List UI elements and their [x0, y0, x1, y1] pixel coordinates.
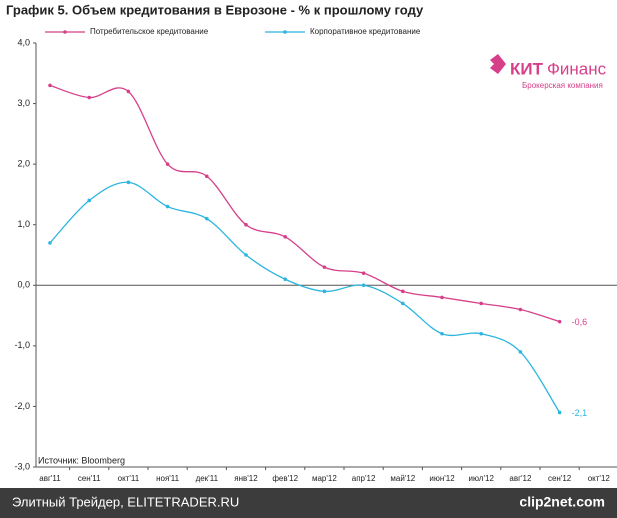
- data-point: [322, 289, 327, 294]
- data-point: [479, 331, 484, 336]
- data-point: [244, 222, 248, 227]
- x-tick-label: авг'11: [39, 474, 61, 483]
- data-point: [244, 253, 248, 257]
- legend-label: Корпоративное кредитование: [310, 27, 421, 36]
- data-point: [126, 89, 131, 94]
- footer-left: Элитный Трейдер, ELITETRADER.RU: [12, 494, 239, 509]
- chart-title: График 5. Объем кредитования в Еврозоне …: [6, 2, 424, 17]
- data-point: [165, 204, 170, 209]
- y-tick-label: -2,0: [14, 401, 30, 411]
- legend-marker: [63, 30, 67, 34]
- data-point: [440, 331, 444, 336]
- data-point: [48, 241, 52, 245]
- x-tick-label: май'12: [390, 474, 415, 483]
- data-point: [126, 180, 131, 185]
- data-point: [361, 271, 366, 275]
- y-tick-label: 2,0: [17, 159, 30, 169]
- data-point: [322, 265, 327, 269]
- data-point: [440, 295, 444, 300]
- data-point: [205, 216, 209, 221]
- data-point: [283, 277, 288, 282]
- y-tick-label: 0,0: [17, 280, 30, 290]
- data-point: [283, 235, 288, 239]
- data-point: [401, 289, 405, 294]
- x-tick-label: дек'11: [196, 474, 219, 483]
- x-tick-label: мар'12: [312, 474, 337, 483]
- source-note: Источник: Bloomberg: [38, 455, 125, 465]
- legend-marker: [283, 30, 287, 34]
- data-point: [479, 301, 484, 306]
- data-point: [518, 350, 523, 354]
- data-point: [87, 198, 91, 203]
- y-tick-label: 3,0: [17, 98, 30, 108]
- x-tick-label: фев'12: [272, 474, 298, 483]
- footer-bar: [0, 488, 617, 518]
- y-tick-label: -1,0: [14, 340, 30, 350]
- data-point: [165, 162, 170, 166]
- x-tick-label: июл'12: [469, 474, 495, 483]
- logo: КИТ Финанс Брокерская компания: [490, 54, 607, 90]
- legend-label: Потребительское кредитование: [90, 27, 209, 36]
- logo-rest: Финанс: [547, 59, 607, 78]
- x-tick-label: окт'12: [588, 474, 611, 483]
- x-tick-label: янв'12: [234, 474, 258, 483]
- x-tick-label: окт'11: [118, 474, 140, 483]
- x-tick-label: авг'12: [509, 474, 532, 483]
- x-tick-label: июн'12: [429, 474, 455, 483]
- x-tick-label: сен'12: [548, 474, 572, 483]
- data-point: [518, 307, 523, 312]
- y-tick-label: 4,0: [17, 37, 30, 47]
- footer-right: clip2net.com: [519, 494, 605, 510]
- data-point: [48, 83, 52, 88]
- data-label: -2,1: [572, 408, 588, 418]
- series-line: [49, 84, 560, 323]
- data-point: [87, 95, 91, 100]
- logo-bold: КИТ: [510, 59, 544, 78]
- y-tick-label: -3,0: [14, 461, 30, 471]
- y-tick-label: 1,0: [17, 219, 30, 229]
- x-tick-label: сен'11: [78, 474, 101, 483]
- data-point: [361, 283, 366, 288]
- x-tick-label: апр'12: [352, 474, 376, 483]
- data-point: [205, 174, 209, 179]
- data-point: [401, 301, 405, 306]
- data-point: [557, 319, 562, 324]
- data-point: [557, 410, 562, 415]
- logo-icon: [490, 54, 506, 74]
- x-tick-label: ноя'11: [156, 474, 180, 483]
- logo-tagline: Брокерская компания: [522, 81, 603, 90]
- data-label: -0,6: [572, 317, 588, 327]
